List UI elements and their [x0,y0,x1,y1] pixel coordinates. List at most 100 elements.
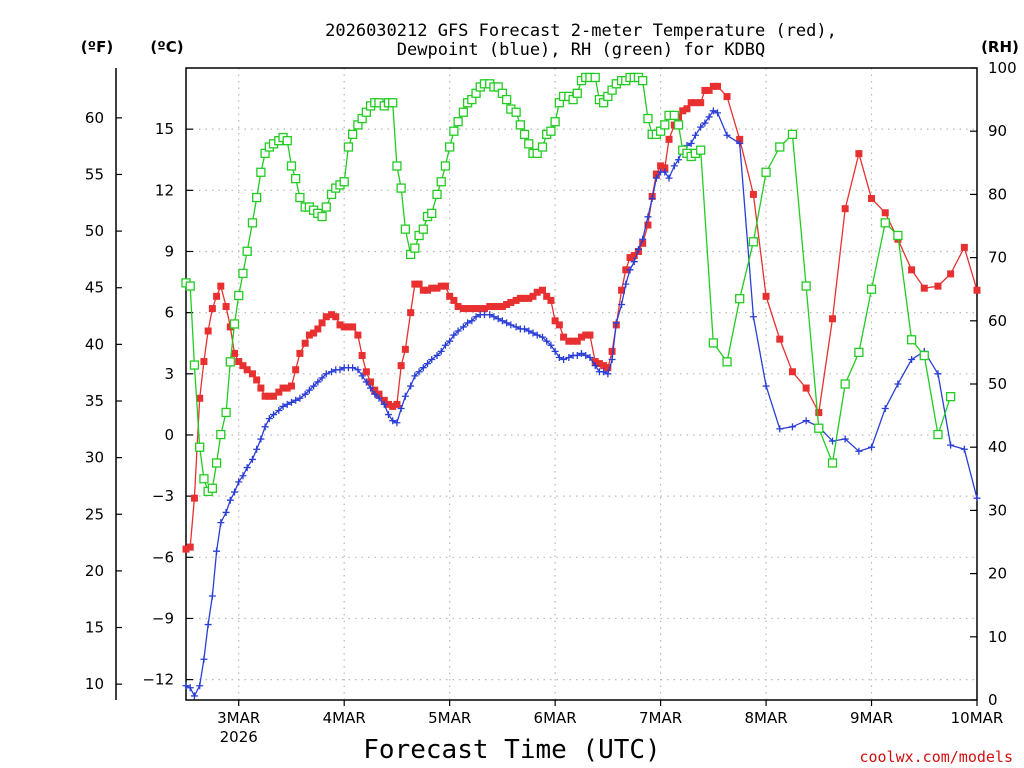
rh-point [295,192,305,203]
dewpoint-point [253,445,261,453]
temperature-point [437,282,445,290]
dewpoint-point [380,400,388,408]
rh-point [893,230,903,241]
celsius-tick-label: −6 [152,548,174,566]
temperature-point [450,296,458,304]
temperature-point [538,286,546,294]
temperature-point [705,86,713,94]
temperature-point [344,323,352,331]
temperature-point [512,296,520,304]
temperature-point [652,170,660,178]
rh-point [748,237,759,247]
temperature-point [433,284,441,292]
rh-unit-label: (RH) [981,38,1019,56]
rh-point [321,202,331,212]
temperature-point [310,329,318,337]
dewpoint-point [270,411,278,419]
temperature-point [665,135,673,143]
x-axis-title: Forecast Time (UTC) [363,735,660,765]
temperature-point [305,331,313,339]
temperature-point [318,319,326,327]
temperature-point [868,194,876,202]
temperature-point [428,284,436,292]
dewpoint-point [675,156,683,164]
rh-point [418,224,428,234]
temperature-point [275,388,283,396]
temperature-point [841,205,849,213]
chart-title-line2: Dewpoint (blue), RH (green) for KDBQ [397,40,765,60]
dewpoint-point [433,351,441,359]
dewpoint-point [190,692,198,700]
temperature-point [529,292,537,300]
fahrenheit-tick-label: 15 [85,619,104,637]
temperature-point [248,370,256,378]
rh-point [854,347,864,358]
dewpoint-point [292,396,300,404]
temperature-point [521,294,529,302]
temperature-point [749,190,757,198]
dewpoint-point [543,337,551,345]
x-tick-label: 6MAR [534,709,577,727]
dewpoint-point [705,113,713,121]
temperature-point [441,282,449,290]
rh-point [546,126,556,136]
rh-point [638,75,648,86]
dewpoint-point [723,131,731,139]
dewpoint-point [231,488,239,496]
rh-point [933,429,943,440]
rh-point [242,246,252,256]
rh-point [814,423,824,433]
rh-point [722,357,732,367]
temperature-point [322,313,330,321]
dewpoint-point [894,380,902,388]
dewpoint-point [441,341,449,349]
temperature-point [367,378,375,386]
credit-text: coolwx.com/models [859,748,1013,766]
rh-point [225,357,235,367]
dewpoint-point [200,655,208,663]
rh-point [252,192,262,203]
celsius-tick-label: −3 [152,487,174,505]
temperature-point [960,243,968,251]
temperature-point [569,337,577,345]
temperature-point [411,280,419,288]
dewpoint-point [749,313,757,321]
temperature-point [340,323,348,331]
dewpoint-point [490,313,498,321]
dewpoint-point [560,356,568,364]
rh-point [827,458,838,468]
rh-tick-label: 60 [988,312,1007,330]
dewpoint-point [855,447,863,455]
dewpoint-point [362,378,370,386]
fahrenheit-tick-label: 10 [85,675,104,693]
rh-point [400,224,411,234]
rh-tick-label: 70 [988,249,1007,267]
rh-point [221,407,231,418]
temperature-point [788,368,796,376]
rh-point [511,107,521,117]
rh-point [453,117,463,127]
rh-point [347,129,358,140]
dewpoint-point [301,390,309,398]
temperature-point [454,303,462,311]
x-tick-label: 7MAR [639,709,682,727]
dewpoint-point [973,494,981,502]
dewpoint-point [349,364,357,372]
rh-point [775,142,785,152]
temperature-point [301,339,309,347]
dewpoint-point [287,398,295,406]
dewpoint-point [555,353,563,361]
temperature-point [384,400,392,408]
temperature-point [393,400,401,408]
dewpoint-point [472,313,480,321]
dewpoint-point [776,425,784,433]
rh-point [880,218,890,228]
dewpoint-point [547,341,555,349]
dewpoint-point [573,351,581,359]
rh-point [317,211,327,222]
temperature-point [182,545,190,553]
rh-tick-label: 30 [988,501,1007,519]
temperature-point [389,402,397,410]
dewpoint-point [551,347,559,355]
